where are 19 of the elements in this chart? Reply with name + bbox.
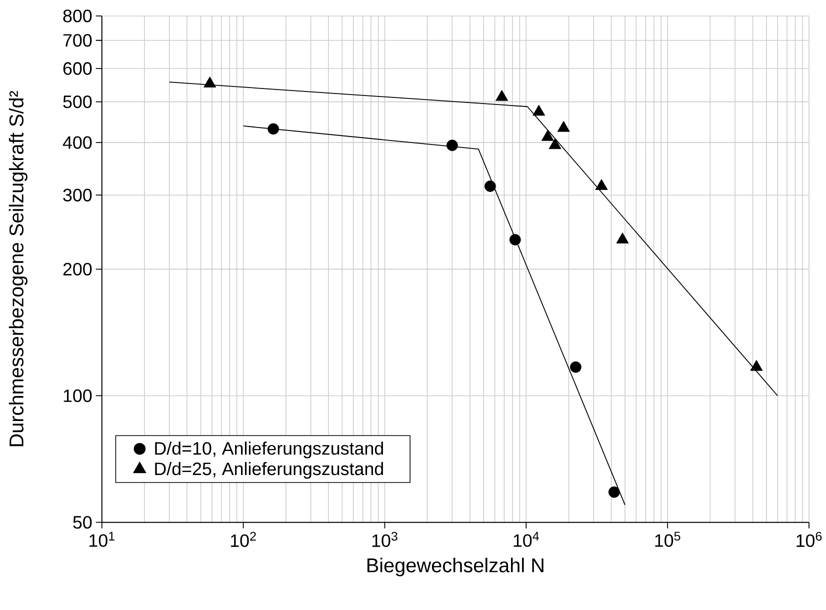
x-tick-label: 10$^{3}$ [372,532,398,547]
x-tick-label: 10$^{2}$ [230,532,256,547]
y-tick-label: 300 [63,188,92,202]
x-tick-label: 10$^{1}$ [90,532,114,547]
x-tick-label: 10$^{6}$ [796,532,822,547]
legend-label: D/d=25, Anlieferungszustand [155,462,383,479]
y-tick-label: 600 [63,62,92,75]
y-tick-label: 100 [64,389,92,402]
y-tick-label: 800 [63,10,92,22]
x-tick-label: 10$^{4}$ [514,532,539,547]
y-tick-label: 500 [63,95,92,108]
y-tick-label: 200 [63,262,92,276]
legend-label: D/d=10, Anlieferungszustand [155,441,383,458]
y-tick-label: 700 [63,34,92,47]
y-axis-title: Durchmesserbezogene Seilzugkraft S/d² [8,90,28,446]
y-tick-label: 50 [73,516,92,529]
x-tick-label: 10$^{5}$ [655,532,680,547]
x-axis-title: Biegewechselzahl N [367,558,544,576]
y-tick-label: 400 [62,136,92,149]
